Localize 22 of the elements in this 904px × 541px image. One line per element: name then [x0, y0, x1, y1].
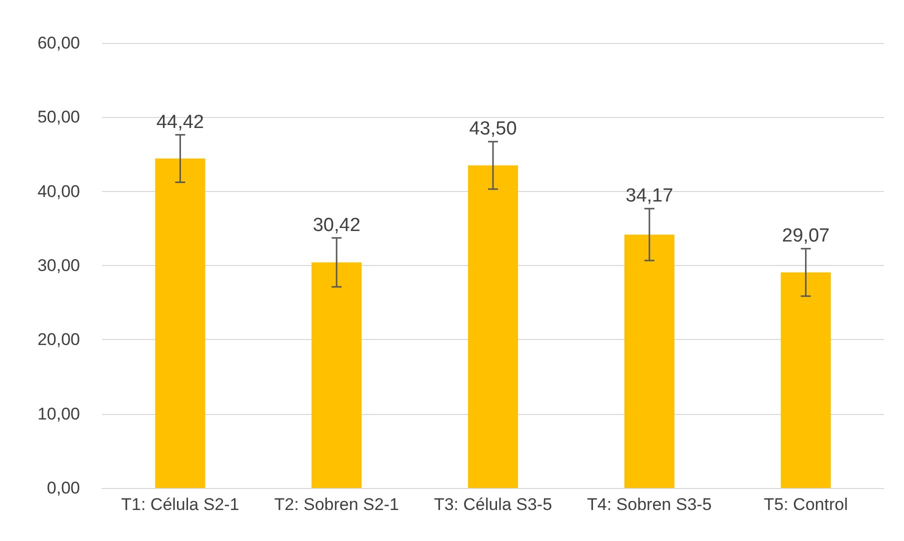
bar — [780, 272, 831, 488]
x-tick-label: T4: Sobren S3-5 — [587, 495, 712, 514]
y-tick-label: 40,00 — [37, 182, 80, 201]
data-label: 43,50 — [469, 118, 517, 140]
y-tick-label: 10,00 — [37, 404, 80, 424]
bar — [155, 158, 206, 488]
data-label: 34,17 — [626, 186, 674, 207]
x-tick-label: T5: Control — [764, 495, 848, 514]
y-tick-label: 60,00 — [37, 34, 80, 52]
bar — [624, 234, 674, 488]
x-tick-label: T1: Célula S2-1 — [121, 495, 240, 514]
data-label: 44,42 — [156, 112, 204, 133]
y-tick-label: 30,00 — [37, 256, 80, 275]
bar — [468, 165, 518, 488]
y-tick-label: 20,00 — [37, 330, 80, 350]
y-tick-label: 50,00 — [37, 108, 80, 127]
y-tick-label: 0,00 — [46, 478, 80, 498]
x-tick-label: T3: Célula S3-5 — [434, 495, 552, 514]
data-label: 29,07 — [782, 226, 830, 247]
data-label: 30,42 — [312, 214, 360, 236]
bar — [312, 262, 362, 488]
x-tick-label: T2: Sobren S2-1 — [274, 495, 399, 514]
